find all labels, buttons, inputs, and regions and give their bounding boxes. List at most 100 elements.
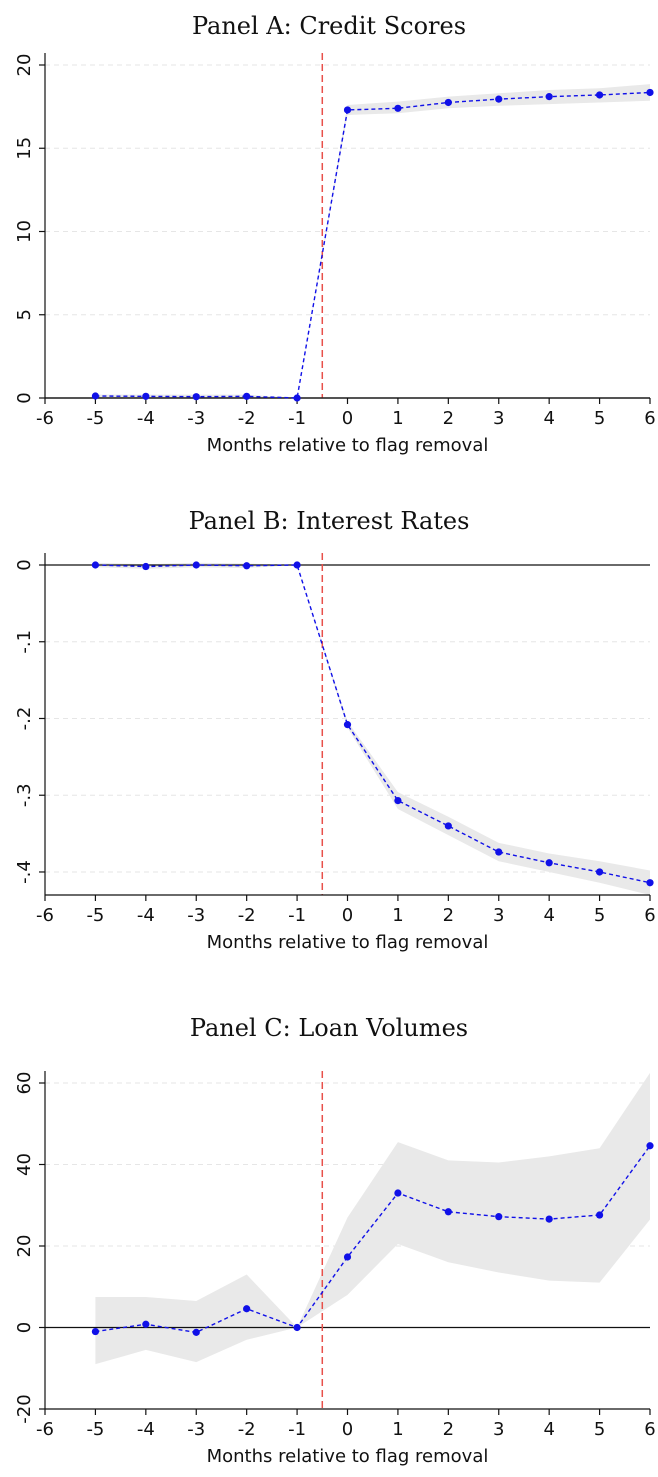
x-tick-label: 6 [644,1419,655,1440]
data-point [91,1327,100,1336]
y-tick-label: 0 [14,1322,35,1333]
data-point [243,562,251,570]
panel-b-chart: 0 -.1 -.2 -.3 -.4-6 -5 -4 -3 -2 -1 0 1 2 3 4 5 6 Months r… [14,553,656,953]
x-tick-label: 5 [594,1419,605,1440]
x-tick-label: 5 [594,408,605,429]
x-tick-label: 6 [644,408,655,429]
y-tick-label: -.2 [14,707,35,731]
data-point [192,1328,200,1336]
x-tick-label: 6 [644,905,655,926]
data-point [545,1215,553,1223]
data-point [646,88,654,97]
y-tick-label: 0 [14,559,35,570]
confidence-band [95,84,650,399]
x-axis-label: Months relative to flag removal [207,932,489,953]
x-tick-label: 3 [493,1419,504,1440]
y-tick-label: 15 [14,137,35,160]
series-line [95,564,651,884]
data-point [243,392,251,400]
data-point [142,1320,150,1328]
x-tick-label: -3 [187,1419,205,1440]
x-tick-label: -3 [187,408,205,429]
data-point [545,93,553,101]
confidence-band [95,1072,650,1365]
x-tick-label: -6 [36,408,54,429]
x-tick-label: 0 [342,1419,353,1440]
data-point [293,561,301,569]
x-tick-label: -4 [137,408,155,429]
y-tick-label: 10 [14,220,35,243]
x-tick-label: 2 [443,408,454,429]
y-tick-label: 5 [14,309,35,320]
data-point [495,95,503,103]
panel-c-title: Panel C: Loan Volumes [189,1014,469,1042]
data-point [595,868,604,876]
x-tick-label: -1 [288,1419,306,1440]
y-tick-label: -.4 [14,860,35,884]
data-point [646,879,654,887]
x-tick-label: 1 [392,905,403,926]
x-tick-label: 4 [543,1419,554,1440]
data-point [343,1253,352,1261]
panel-c-chart: -20 0 20 40 60 -6 -5 -4 -3 -2 -1 0 1 2 3 4 5 6 Months rela… [14,1071,656,1467]
data-point [192,393,200,401]
data-point [293,1323,301,1332]
data-point [595,1211,604,1219]
series-line [95,1145,651,1334]
x-tick-label: -6 [36,1419,54,1440]
panel-b-title: Panel B: Interest Rates [188,507,470,535]
y-tick-label: 60 [14,1072,35,1095]
data-point [495,848,503,856]
data-point [394,1189,402,1197]
data-point [646,1142,654,1150]
x-axis-label: Months relative to flag removal [207,435,489,456]
y-tick-label: -.3 [14,783,35,807]
y-tick-label: 20 [14,1235,35,1258]
x-tick-label: -1 [288,408,306,429]
y-tick-label: 20 [14,54,35,77]
x-tick-label: 3 [493,408,504,429]
data-point [343,721,352,729]
x-tick-label: -5 [86,1419,104,1440]
data-point [142,562,150,571]
panel-a-chart: 0 5 10 15 20 -6 -5 -4 -3 -2 -1 0 1 2 3 4 5 6 Months relati… [14,53,656,456]
x-tick-label: -5 [86,905,104,926]
data-point [444,822,452,830]
x-tick-label: -6 [36,905,54,926]
data-point [343,106,352,114]
y-tick-label: 0 [14,392,35,403]
data-point [595,91,604,99]
x-tick-label: 1 [392,1419,403,1440]
y-tick-label: 40 [14,1153,35,1176]
x-tick-label: -2 [238,408,256,429]
series-line [95,91,651,399]
data-point [394,104,402,112]
x-tick-label: 2 [443,1419,454,1440]
x-tick-label: 4 [543,408,554,429]
x-tick-label: -2 [238,905,256,926]
y-tick-label: -.1 [14,630,35,654]
x-tick-label: 2 [443,905,454,926]
data-point [394,797,402,805]
x-tick-label: 4 [543,905,554,926]
confidence-band [95,562,650,895]
data-point [444,1208,452,1216]
x-tick-label: 1 [392,408,403,429]
x-tick-label: -1 [288,905,306,926]
data-point [444,98,452,107]
x-tick-label: 0 [342,408,353,429]
data-point [545,859,553,867]
x-tick-label: -5 [86,408,104,429]
data-point [293,394,301,402]
data-point [243,1305,251,1313]
y-tick-label: -20 [14,1394,35,1423]
data-point [91,392,100,400]
data-point [495,1213,503,1221]
data-point [91,561,100,569]
x-tick-label: -2 [238,1419,256,1440]
x-tick-label: 0 [342,905,353,926]
x-tick-label: -4 [137,905,155,926]
panel-a-title: Panel A: Credit Scores [191,12,467,40]
data-point [142,392,150,400]
x-axis-label: Months relative to flag removal [207,1446,489,1467]
